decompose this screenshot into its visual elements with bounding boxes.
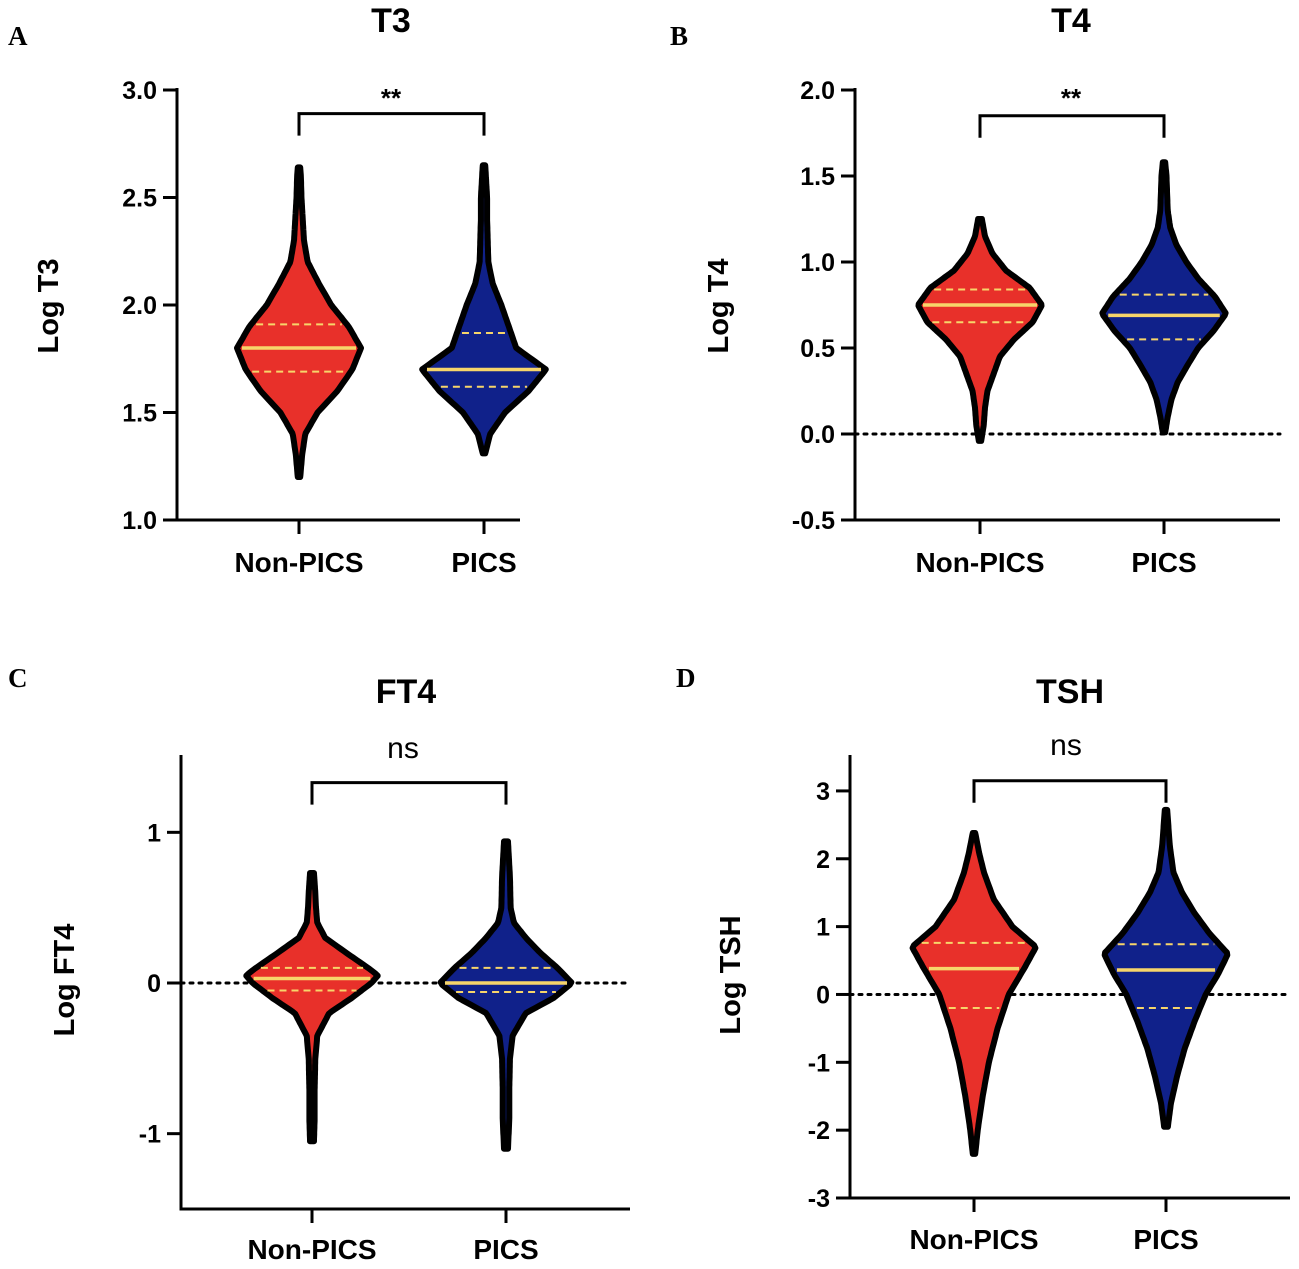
significance-label-t3: **: [381, 83, 402, 113]
y-tick-label-t3: 2.5: [122, 185, 157, 213]
significance-bracket-ft4: [310, 781, 508, 805]
significance-bracket-t4: [978, 114, 1166, 138]
y-tick-label-t4: -0.5: [792, 507, 835, 535]
chart-title-tsh: TSH: [1036, 673, 1104, 711]
y-tick-label-tsh: -2: [808, 1117, 830, 1145]
y-tick-label-t4: 1.5: [800, 163, 835, 191]
significance-label-tsh: ns: [1050, 729, 1082, 762]
y-tick-label-ft4: -1: [139, 1121, 161, 1149]
significance-bracket-tsh: [972, 779, 1168, 803]
y-tick-label-t3: 1.5: [122, 400, 157, 428]
y-tick-label-t3: 2.0: [122, 292, 157, 320]
x-tick-label-pics-ft4: PICS: [473, 1234, 538, 1265]
x-tick-label-pics-t4: PICS: [1131, 547, 1196, 578]
violin-non-pics-t4: [915, 216, 1045, 444]
x-tick-label-non-pics-ft4: Non-PICS: [247, 1234, 376, 1265]
y-tick-label-ft4: 0: [147, 970, 161, 998]
x-tick-label-non-pics-t4: Non-PICS: [915, 547, 1044, 578]
y-tick-label-t3: 1.0: [122, 507, 157, 535]
y-tick-label-t4: 1.0: [800, 249, 835, 277]
chart-title-ft4: FT4: [376, 673, 437, 711]
y-axis-label-t3: Log T3: [33, 258, 65, 353]
significance-label-ft4: ns: [387, 732, 419, 765]
violin-non-pics-t3: [234, 164, 364, 480]
y-tick-label-tsh: 0: [816, 981, 830, 1009]
y-tick-label-t4: 2.0: [800, 77, 835, 105]
y-tick-label-tsh: -1: [808, 1049, 830, 1077]
x-tick-label-pics-tsh: PICS: [1133, 1224, 1198, 1255]
panel-ft4: C FT4 Log FT4 Non-PICS PICS ns -1 0 1: [8, 663, 632, 1265]
violin-pics-ft4: [437, 838, 575, 1152]
panel-letter-c: C: [8, 663, 28, 693]
panel-letter-d: D: [676, 663, 696, 693]
significance-label-t4: **: [1061, 83, 1082, 113]
panel-letter-a: A: [8, 21, 28, 51]
y-axis-label-ft4: Log FT4: [49, 924, 81, 1037]
x-tick-label-non-pics-t3: Non-PICS: [234, 547, 363, 578]
y-axis-label-tsh: Log TSH: [715, 915, 747, 1034]
x-tick-label-pics-t3: PICS: [451, 547, 516, 578]
chart-title-t4: T4: [1051, 2, 1091, 40]
y-tick-label-t4: 0.5: [800, 335, 835, 363]
panel-tsh: D TSH Log TSH Non-PICS PICS ns -3 -2 -1 0 1 2…: [676, 663, 1292, 1255]
panel-letter-b: B: [670, 21, 688, 51]
violin-pics-t3: [419, 162, 549, 457]
y-tick-label-tsh: 3: [816, 778, 830, 806]
panel-t3: A T3 Log T3 Non-PICS PICS ** 1.0 1.5 2.0 2.…: [8, 2, 549, 578]
violin-non-pics-ft4: [243, 870, 381, 1145]
y-tick-label-tsh: -3: [808, 1185, 830, 1213]
x-tick-label-non-pics-tsh: Non-PICS: [909, 1224, 1038, 1255]
significance-bracket-t3: [297, 112, 486, 136]
y-axis-label-t4: Log T4: [703, 258, 735, 353]
y-tick-label-tsh: 1: [816, 914, 830, 942]
violin-pics-t4: [1099, 159, 1229, 436]
y-tick-label-tsh: 2: [816, 846, 830, 874]
panel-t4: B T4 Log T4 Non-PICS PICS ** -0.5 0.0 0.5 1…: [670, 2, 1282, 578]
y-tick-label-t3: 3.0: [122, 77, 157, 105]
y-tick-label-t4: 0.0: [800, 421, 835, 449]
y-tick-label-ft4: 1: [147, 819, 161, 847]
violin-non-pics-tsh: [909, 830, 1039, 1157]
chart-title-t3: T3: [371, 2, 411, 40]
